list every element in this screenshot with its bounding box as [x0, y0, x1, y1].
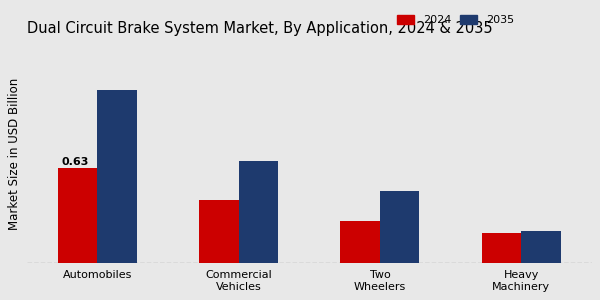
Bar — [380, 191, 419, 263]
Text: 0.63: 0.63 — [61, 157, 89, 166]
Bar — [482, 233, 521, 263]
Legend: 2024, 2035: 2024, 2035 — [393, 11, 518, 30]
Bar — [199, 200, 239, 263]
Y-axis label: Market Size in USD Billion: Market Size in USD Billion — [8, 78, 22, 230]
Bar — [239, 160, 278, 263]
Bar — [58, 168, 97, 263]
Text: Dual Circuit Brake System Market, By Application, 2024 & 2035: Dual Circuit Brake System Market, By App… — [27, 21, 493, 36]
Bar — [521, 231, 560, 263]
Bar — [97, 90, 137, 263]
Bar — [340, 221, 380, 263]
